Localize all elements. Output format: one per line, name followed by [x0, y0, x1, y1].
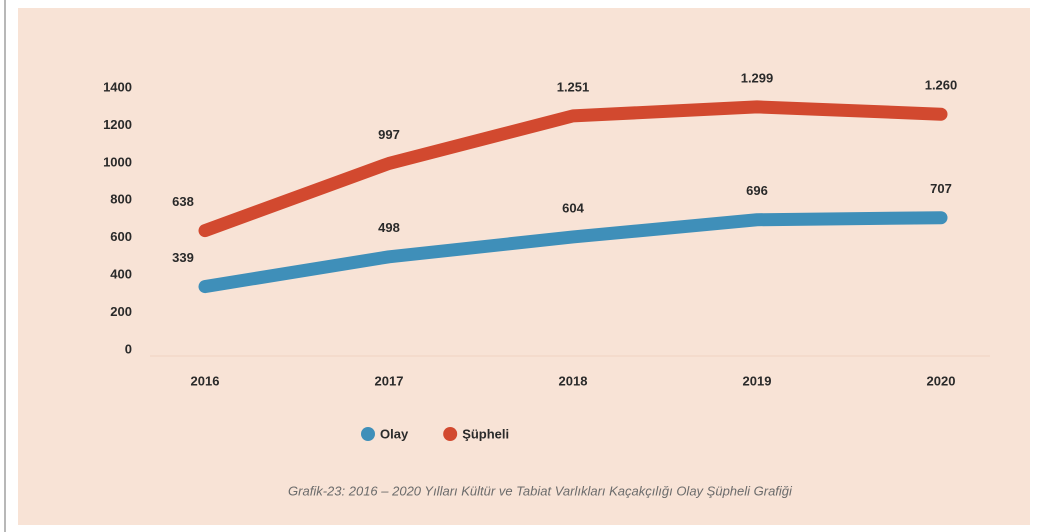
series-line: [198, 211, 948, 294]
data-label: 498: [378, 220, 400, 235]
x-tick-label: 2019: [743, 373, 772, 388]
legend-label: Olay: [380, 426, 409, 441]
y-tick-label: 200: [110, 304, 132, 319]
data-label: 997: [378, 127, 400, 142]
caption: Grafik-23: 2016 – 2020 Yılları Kültür ve…: [288, 483, 793, 498]
data-label: 1.260: [925, 78, 958, 93]
x-tick-label: 2018: [559, 373, 588, 388]
data-label: 638: [172, 194, 194, 209]
y-tick-label: 1200: [103, 117, 132, 132]
data-label: 696: [746, 183, 768, 198]
y-tick-label: 1400: [103, 79, 132, 94]
x-tick-label: 2016: [191, 373, 220, 388]
x-tick-label: 2020: [927, 373, 956, 388]
legend-label: Şüpheli: [462, 426, 509, 441]
data-label: 339: [172, 250, 194, 265]
series-line: [198, 100, 948, 238]
y-tick-label: 0: [125, 341, 132, 356]
data-label: 1.251: [557, 79, 590, 94]
data-label: 1.299: [741, 70, 774, 85]
legend-swatch: [443, 427, 458, 441]
data-label: 707: [930, 181, 952, 196]
chart-panel: [18, 8, 1030, 525]
legend-swatch: [361, 427, 375, 441]
y-tick-label: 1000: [103, 154, 132, 169]
y-tick-label: 800: [110, 192, 132, 207]
y-tick-label: 400: [110, 267, 132, 282]
y-tick-label: 600: [110, 229, 132, 244]
data-label: 604: [562, 200, 584, 215]
x-tick-label: 2017: [375, 373, 404, 388]
